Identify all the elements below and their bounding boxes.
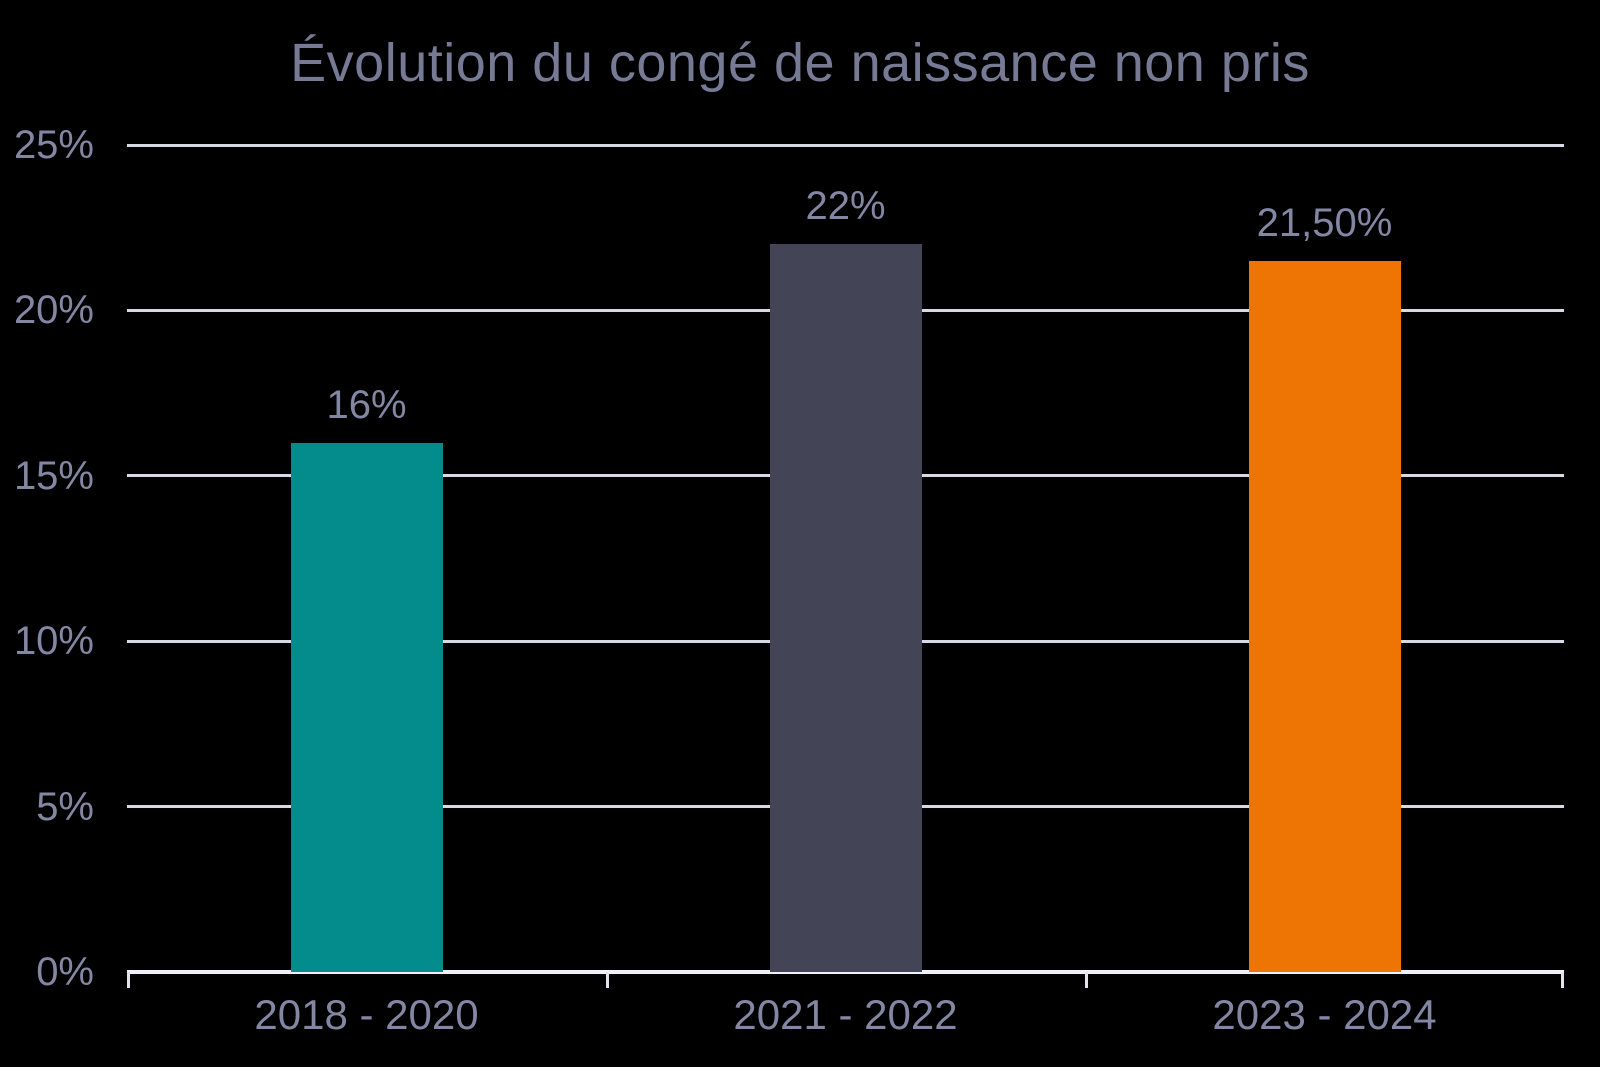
gridline-25pct (127, 143, 1564, 147)
x-axis-tick (606, 972, 609, 988)
x-axis-category-label: 2023 - 2024 (1212, 991, 1437, 1038)
bar-value-label: 16% (326, 382, 407, 427)
x-axis-tick (127, 972, 130, 988)
y-axis-tick-label: 25% (13, 123, 94, 167)
y-axis-tick-label: 10% (13, 619, 94, 664)
bar-2023-2024 (1248, 260, 1401, 972)
bar-2018-2020 (290, 442, 443, 972)
y-axis-tick-label: 15% (13, 453, 94, 498)
bar-value-label: 21,50% (1256, 200, 1393, 245)
y-axis-tick-label: 5% (36, 784, 94, 829)
y-axis-tick-label: 20% (13, 288, 94, 333)
chart-title: Évolution du congé de naissance non pris (290, 33, 1310, 93)
y-axis-tick-label: 0% (36, 950, 94, 994)
x-axis-tick (1085, 972, 1088, 988)
x-axis-category-label: 2021 - 2022 (733, 991, 958, 1038)
bar-value-label: 22% (805, 184, 886, 229)
bar-2021-2022 (769, 244, 922, 972)
plot-area: 16% 22% 21,50% 2018 - 2020 2021 - 2022 2… (127, 143, 1564, 1036)
x-axis-line (127, 970, 1564, 974)
x-axis-tick (1561, 972, 1564, 988)
x-axis-category-label: 2018 - 2020 (254, 991, 479, 1038)
